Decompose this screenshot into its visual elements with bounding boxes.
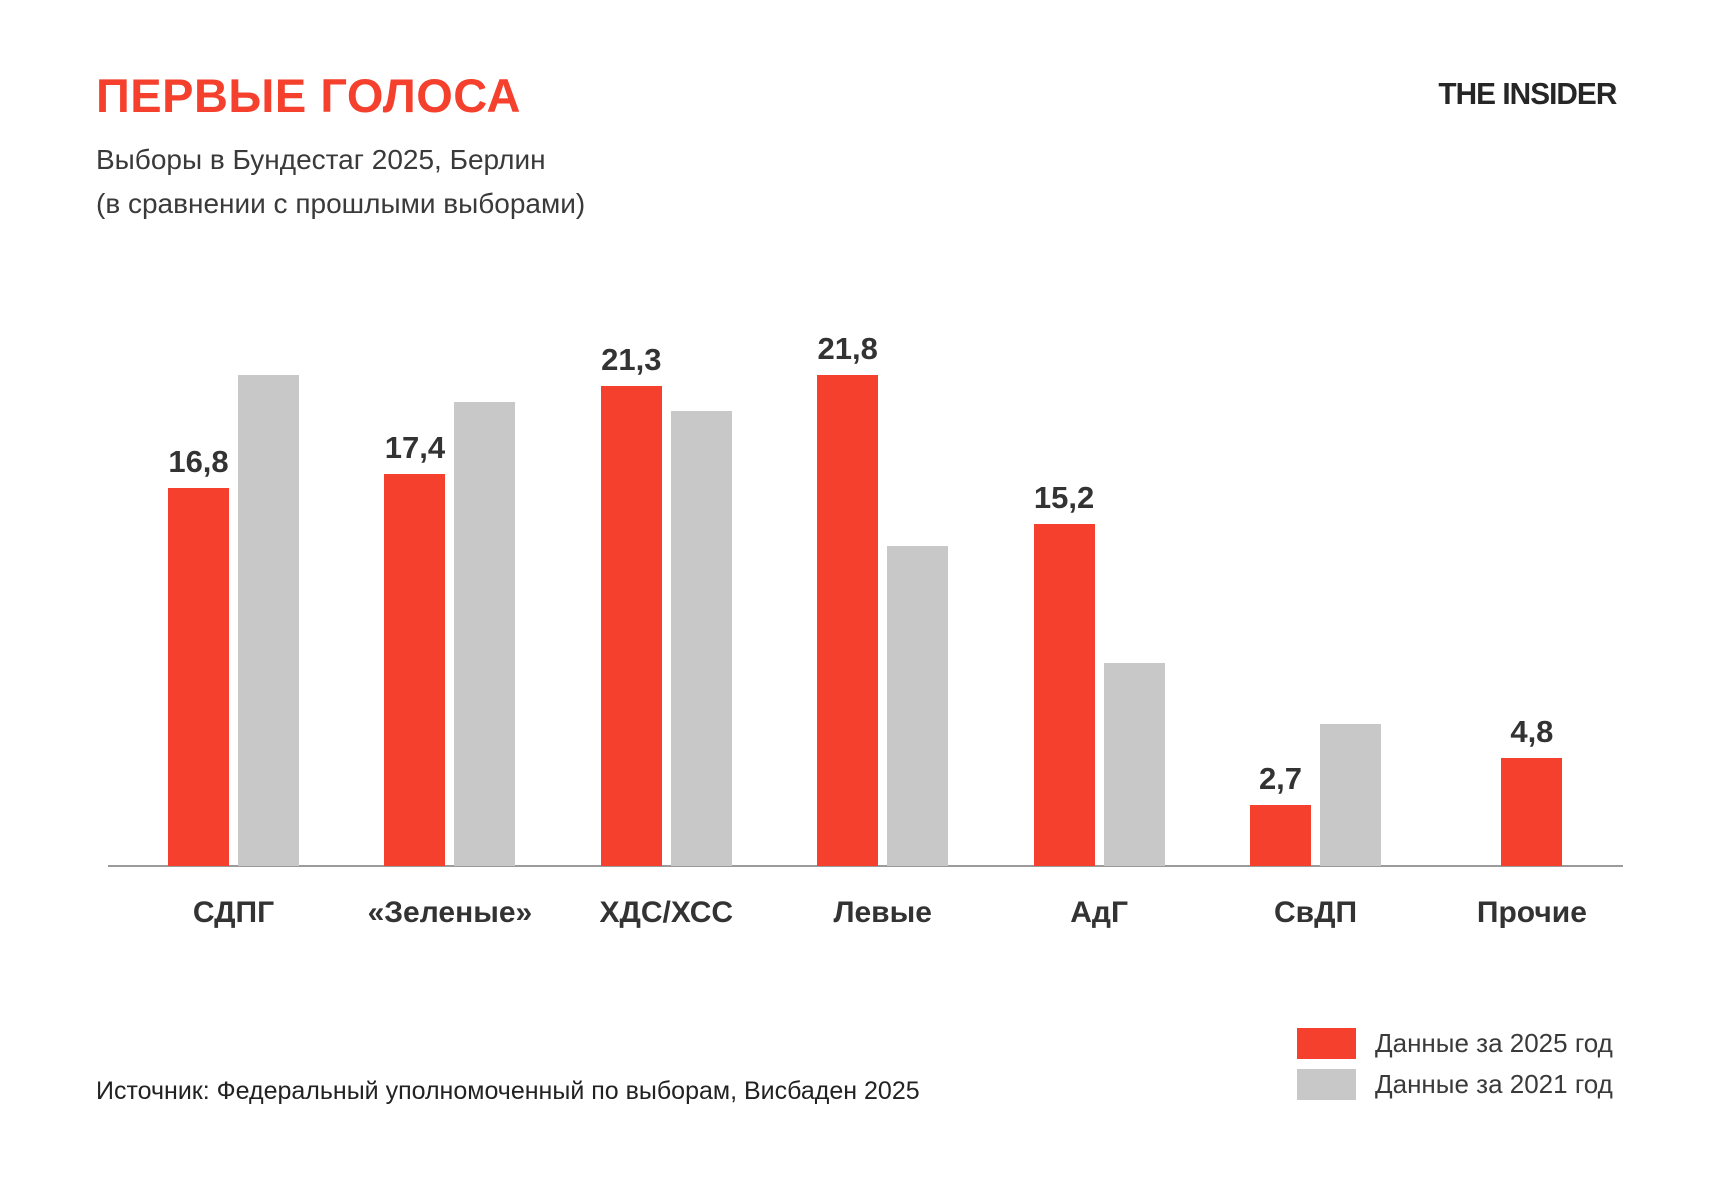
legend-item-2025: Данные за 2025 год: [1297, 1028, 1613, 1059]
source-note: Источник: Федеральный уполномоченный по …: [96, 1077, 920, 1105]
bar-2025-АдГ: [1033, 523, 1095, 866]
x-axis-line: [108, 865, 1623, 867]
bar-2025-ХДС/ХСС: [600, 386, 662, 866]
value-label-Прочие: 4,8: [1510, 713, 1554, 749]
value-label-Левые: 21,8: [817, 331, 878, 367]
bar-2021-АдГ: [1103, 663, 1165, 866]
legend-swatch-2021: [1297, 1069, 1356, 1100]
bar-2025-СДПГ: [168, 487, 229, 866]
legend-label-2021: Данные за 2021 год: [1375, 1069, 1613, 1099]
chart-legend: Данные за 2025 год Данные за 2021 год: [1297, 1028, 1613, 1110]
category-label-АдГ: АдГ: [1070, 896, 1128, 929]
bar-2025-Левые: [817, 375, 879, 866]
page-title: ПЕРВЫЕ ГОЛОСА: [96, 69, 522, 122]
legend-swatch-2025: [1297, 1028, 1356, 1059]
value-label-АдГ: 15,2: [1033, 479, 1095, 515]
bar-2025-Прочие: [1501, 757, 1563, 866]
value-label-СДПГ: 16,8: [168, 443, 229, 479]
bar-2021-СвДП: [1320, 724, 1381, 866]
legend-label-2025: Данные за 2025 год: [1375, 1028, 1613, 1058]
category-label-«Зеленые»: «Зеленые»: [367, 896, 533, 929]
chart-subtitle: Выборы в Бундестаг 2025, Берлин (в сравн…: [96, 138, 585, 226]
category-label-СДПГ: СДПГ: [192, 896, 275, 929]
category-label-СвДП: СвДП: [1273, 896, 1358, 929]
value-label-ХДС/ХСС: 21,3: [601, 342, 662, 378]
the-insider-logo: THE INSIDER: [1438, 76, 1617, 111]
category-label-ХДС/ХСС: ХДС/ХСС: [599, 896, 734, 929]
bar-2021-СДПГ: [238, 375, 299, 866]
bar-2021-«Зеленые»: [454, 402, 516, 866]
category-label-Прочие: Прочие: [1476, 896, 1587, 929]
value-label-«Зеленые»: 17,4: [384, 430, 446, 466]
category-label-Левые: Левые: [833, 896, 932, 929]
legend-item-2021: Данные за 2021 год: [1297, 1069, 1613, 1100]
bar-2025-СвДП: [1250, 805, 1311, 866]
value-label-СвДП: 2,7: [1258, 761, 1303, 797]
subtitle-line-2: (в сравнении с прошлыми выборами): [96, 188, 586, 219]
subtitle-line-1: Выборы в Бундестаг 2025, Берлин: [96, 144, 546, 175]
bar-2021-Левые: [887, 546, 949, 866]
bar-2025-«Зеленые»: [384, 474, 446, 866]
bar-2021-ХДС/ХСС: [670, 411, 732, 866]
